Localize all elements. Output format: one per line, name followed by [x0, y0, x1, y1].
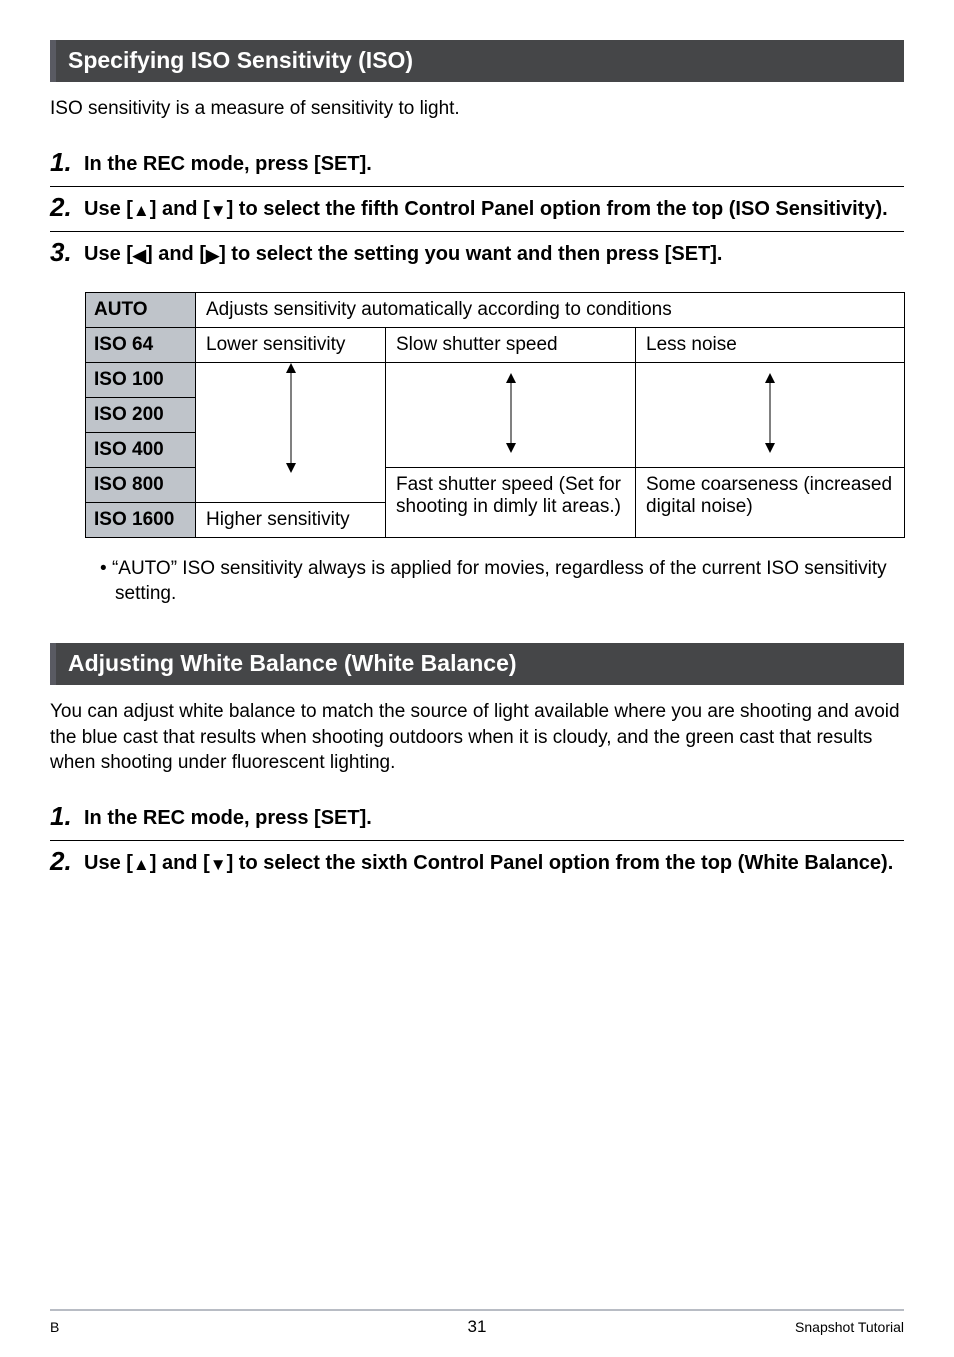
double-arrow-icon [284, 363, 298, 473]
iso-intro: ISO sensitivity is a measure of sensitiv… [50, 96, 904, 122]
iso-steps: 1 In the REC mode, press [SET]. 2 Use [▲… [50, 142, 904, 276]
col1-top: Lower sensitivity [196, 327, 386, 362]
wb-step-2: 2 Use [▲] and [▼] to select the sixth Co… [50, 840, 904, 885]
section-header-iso: Specifying ISO Sensitivity (ISO) [50, 40, 904, 82]
iso-note-list: “AUTO” ISO sensitivity always is applied… [100, 556, 904, 607]
step-number: 1 [50, 148, 74, 177]
section-header-wb: Adjusting White Balance (White Balance) [50, 643, 904, 685]
iso-note: “AUTO” ISO sensitivity always is applied… [100, 556, 904, 607]
up-triangle-icon: ▲ [133, 200, 150, 223]
iso-step-3: 3 Use [◀] and [▶] to select the setting … [50, 231, 904, 276]
iso-row-label-auto: AUTO [86, 292, 196, 327]
t: Use [ [84, 243, 133, 265]
step-text: Use [▲] and [▼] to select the sixth Cont… [84, 847, 893, 877]
iso-row-label-800: ISO 800 [86, 467, 196, 502]
arrow-col3 [636, 362, 905, 467]
col2-bottom: Fast shutter speed (Set for shooting in … [386, 467, 636, 537]
step-number: 3 [50, 238, 74, 267]
iso-auto-desc: Adjusts sensitivity automatically accord… [196, 292, 905, 327]
step-number: 2 [50, 193, 74, 222]
t: ] to select the setting you want and the… [219, 243, 722, 265]
footer-page-number: 31 [335, 1317, 620, 1337]
step-text: Use [◀] and [▶] to select the setting yo… [84, 238, 722, 268]
col3-top: Less noise [636, 327, 905, 362]
wb-step-1: 1 In the REC mode, press [SET]. [50, 796, 904, 840]
step-text: Use [▲] and [▼] to select the fifth Cont… [84, 193, 888, 223]
t: Use [ [84, 198, 133, 220]
t: ] and [ [150, 852, 210, 874]
wb-steps: 1 In the REC mode, press [SET]. 2 Use [▲… [50, 796, 904, 885]
iso-row-label-1600: ISO 1600 [86, 502, 196, 537]
iso-step-2: 2 Use [▲] and [▼] to select the fifth Co… [50, 186, 904, 231]
step-number: 2 [50, 847, 74, 876]
t: ] and [ [150, 198, 210, 220]
page-footer: B 31 Snapshot Tutorial [50, 1309, 904, 1337]
arrow-col1 [196, 362, 386, 502]
down-triangle-icon: ▼ [210, 854, 227, 877]
iso-row-label-200: ISO 200 [86, 397, 196, 432]
right-triangle-icon: ▶ [206, 245, 219, 268]
step-text: In the REC mode, press [SET]. [84, 148, 372, 178]
arrow-col2 [386, 362, 636, 467]
col1-bottom: Higher sensitivity [196, 502, 386, 537]
col3-bottom: Some coarseness (increased digital noise… [636, 467, 905, 537]
up-triangle-icon: ▲ [133, 854, 150, 877]
iso-row-label-100: ISO 100 [86, 362, 196, 397]
double-arrow-icon [763, 373, 777, 453]
wb-intro: You can adjust white balance to match th… [50, 699, 904, 776]
t: Use [ [84, 852, 133, 874]
t: ] to select the fifth Control Panel opti… [227, 198, 888, 220]
down-triangle-icon: ▼ [210, 200, 227, 223]
footer-right: Snapshot Tutorial [619, 1319, 904, 1335]
iso-row-label-64: ISO 64 [86, 327, 196, 362]
iso-table: AUTO Adjusts sensitivity automatically a… [85, 292, 905, 538]
iso-row-label-400: ISO 400 [86, 432, 196, 467]
left-triangle-icon: ◀ [133, 245, 146, 268]
t: ] to select the sixth Control Panel opti… [227, 852, 894, 874]
double-arrow-icon [504, 373, 518, 453]
t: ] and [ [146, 243, 206, 265]
step-number: 1 [50, 802, 74, 831]
iso-step-1: 1 In the REC mode, press [SET]. [50, 142, 904, 186]
footer-left: B [50, 1319, 335, 1335]
step-text: In the REC mode, press [SET]. [84, 802, 372, 832]
col2-top: Slow shutter speed [386, 327, 636, 362]
